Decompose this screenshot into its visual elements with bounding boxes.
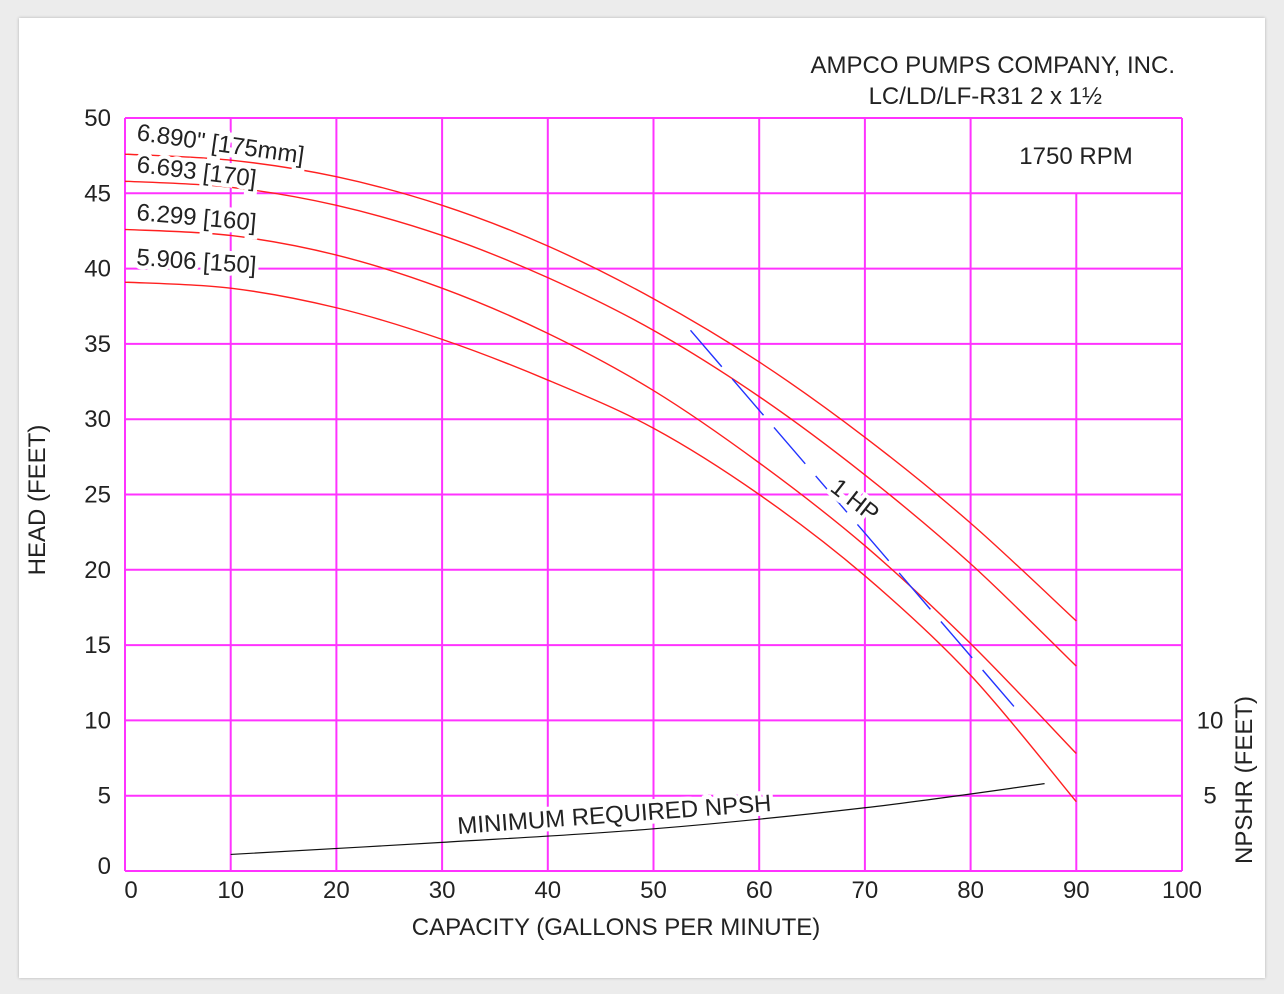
x-tick-label: 90	[1063, 877, 1090, 904]
y-tick-label: 0	[98, 853, 111, 880]
y-tick-label: 35	[84, 331, 111, 358]
x-tick-label: 50	[640, 877, 667, 904]
x-tick-label: 20	[323, 877, 350, 904]
x-tick-label: 70	[852, 877, 879, 904]
curves	[124, 153, 1077, 856]
y-tick-label: 15	[84, 632, 111, 659]
x-tick-label: 40	[534, 877, 561, 904]
y2-tick-label: 5	[1203, 783, 1216, 810]
impeller-curve-1	[124, 180, 1077, 667]
y-axis-label: HEAD (FEET)	[24, 425, 51, 576]
chart-card	[19, 18, 1265, 978]
impeller-curve-3	[124, 281, 1077, 803]
labels: 6.890" [175mm]6.693 [170]6.299 [160]5.90…	[131, 115, 888, 844]
x-tick-label: 60	[746, 877, 773, 904]
impeller-curve-label: 5.906 [150]	[136, 244, 258, 279]
x-tick-label: 80	[957, 877, 984, 904]
x-tick-label: 100	[1162, 877, 1202, 904]
y-tick-label: 30	[84, 406, 111, 433]
impeller-curve-0	[124, 153, 1077, 622]
y-tick-label: 50	[84, 105, 111, 132]
grid: 0 10 20 30 40 50 60 70 80 90 100 0 5 10 15 20 25 30 35 40 45…	[84, 105, 1223, 904]
x-tick-label: 30	[429, 877, 456, 904]
y-tick-label: 20	[84, 557, 111, 584]
y-tick-label: 25	[84, 482, 111, 509]
x-tick-label: 10	[217, 877, 244, 904]
impeller-curve-2	[124, 228, 1077, 755]
rpm-annotation: 1750 RPM	[1019, 143, 1132, 170]
y-tick-label: 45	[84, 180, 111, 207]
npsh-line	[230, 783, 1045, 856]
x-tick-label: 0	[124, 877, 137, 904]
x-axis-label: CAPACITY (GALLONS PER MINUTE)	[412, 914, 821, 941]
chart-title: AMPCO PUMPS COMPANY, INC.	[811, 52, 1176, 79]
npsh-label: MINIMUM REQUIRED NPSH	[456, 790, 772, 840]
y2-axis-label: NPSHR (FEET)	[1231, 696, 1258, 864]
hp-line	[689, 329, 1019, 712]
y2-tick-label: 10	[1197, 707, 1224, 734]
y-tick-label: 40	[84, 256, 111, 283]
chart-subtitle: LC/LD/LF-R31 2 x 1½	[869, 83, 1102, 110]
y-tick-label: 10	[84, 707, 111, 734]
y-tick-label: 5	[98, 783, 111, 810]
